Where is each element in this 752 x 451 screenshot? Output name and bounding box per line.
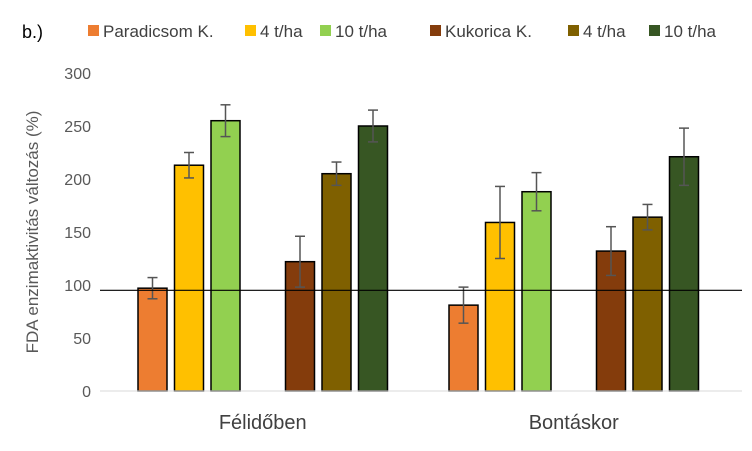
legend-label: Kukorica K. xyxy=(445,22,532,41)
bar xyxy=(668,155,700,392)
bars xyxy=(137,119,700,392)
y-axis-label: FDA enzimaktivitás változás (%) xyxy=(23,111,42,354)
y-tick-label: 150 xyxy=(64,225,91,242)
category-labels: Félidőben Bontáskor xyxy=(219,412,619,434)
legend-swatch xyxy=(245,25,256,36)
y-axis-ticks: 0 50 100 150 200 250 300 xyxy=(64,66,91,401)
legend-label: 4 t/ha xyxy=(260,22,303,41)
y-tick-label: 250 xyxy=(64,119,91,136)
legend-swatch xyxy=(568,25,579,36)
legend-label: 10 t/ha xyxy=(335,22,388,41)
bar xyxy=(595,250,627,392)
bar xyxy=(210,119,241,392)
bar xyxy=(521,190,552,392)
legend-label: 4 t/ha xyxy=(583,22,626,41)
y-tick-label: 300 xyxy=(64,66,91,83)
category-label: Félidőben xyxy=(219,412,307,434)
legend-swatch xyxy=(649,25,660,36)
bar xyxy=(173,164,205,392)
error-bars xyxy=(147,104,689,324)
panel-label: b.) xyxy=(22,22,43,42)
legend-swatch xyxy=(88,25,99,36)
bar xyxy=(137,287,168,392)
legend-label: Paradicsom K. xyxy=(103,22,214,41)
bar xyxy=(321,172,352,392)
bar xyxy=(357,125,389,392)
y-tick-label: 100 xyxy=(64,278,91,295)
y-tick-label: 0 xyxy=(82,384,91,401)
legend-swatch xyxy=(430,25,441,36)
legend-label: 10 t/ha xyxy=(664,22,717,41)
y-tick-label: 200 xyxy=(64,172,91,189)
legend-swatch xyxy=(320,25,331,36)
y-tick-label: 50 xyxy=(73,331,91,348)
bar xyxy=(632,216,663,392)
category-label: Bontáskor xyxy=(529,412,619,434)
legend: Paradicsom K. 4 t/ha 10 t/ha Kukorica K. 4 t… xyxy=(88,22,717,41)
